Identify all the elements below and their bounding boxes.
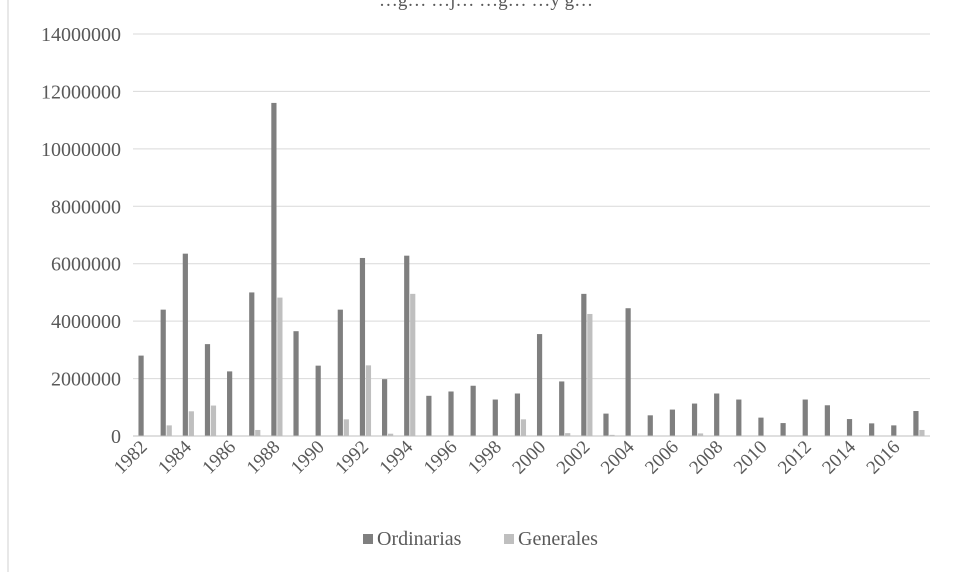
bar-ordinarias-2009 [736, 399, 742, 436]
bar-generales-1985 [210, 405, 217, 436]
bar-ordinarias-2002 [581, 293, 587, 436]
x-tick-label: 1994 [376, 436, 418, 478]
bar-ordinarias-2003 [603, 413, 609, 436]
legend-label-generales: Generales [518, 528, 598, 550]
bar-generales-2017 [919, 429, 925, 436]
x-tick-label: 2016 [863, 437, 905, 479]
bar-ordinarias-1983 [160, 309, 166, 436]
bar-ordinarias-1992 [359, 257, 366, 436]
x-tick-label: 2006 [641, 437, 683, 479]
x-tick-label: 2010 [730, 437, 772, 479]
bar-ordinarias-2010 [758, 417, 764, 436]
bar-ordinarias-1995 [426, 395, 432, 436]
bar-ordinarias-2012 [802, 399, 808, 436]
bar-ordinarias-2016 [891, 425, 897, 436]
legend: Ordinarias Generales [363, 528, 598, 550]
bar-ordinarias-1990 [315, 365, 321, 436]
bar-ordinarias-1991 [337, 309, 343, 436]
bar-ordinarias-1989 [293, 331, 299, 436]
bar-ordinarias-1982 [138, 355, 144, 436]
bar-ordinarias-1988 [271, 102, 277, 437]
bar-ordinarias-1987 [249, 292, 255, 436]
legend-swatch-generales [504, 534, 514, 544]
bar-ordinarias-2015 [869, 423, 875, 436]
x-tick-label: 1998 [464, 437, 506, 479]
bars [138, 102, 925, 437]
y-tick-label: 6000000 [51, 254, 121, 276]
bar-generales-1988 [277, 297, 283, 436]
y-tick-label: 12000000 [41, 81, 121, 103]
x-axis-ticks: 1982 1984 1986 1988 1990 1992 1994 1996 1998 2000… [110, 436, 904, 478]
y-tick-label: 0 [111, 426, 121, 448]
bar-ordinarias-2017 [913, 411, 919, 436]
legend-swatch-ordinarias [363, 534, 373, 544]
bar-ordinarias-2013 [824, 405, 830, 436]
y-tick-label: 2000000 [51, 369, 121, 391]
x-tick-label: 1992 [331, 437, 373, 479]
x-tick-label: 2000 [508, 437, 550, 479]
y-tick-label: 4000000 [51, 311, 121, 333]
bar-generales-1991 [343, 419, 349, 436]
bar-ordinarias-2006 [669, 409, 676, 436]
bar-generales-1993 [387, 433, 394, 436]
bar-ordinarias-2007 [691, 403, 698, 436]
bar-generales-1987 [255, 429, 261, 436]
bar-ordinarias-1985 [204, 344, 211, 436]
bar-ordinarias-1998 [492, 399, 498, 436]
legend-label-ordinarias: Ordinarias [377, 528, 462, 550]
bar-ordinarias-2004 [625, 308, 631, 436]
y-tick-label: 8000000 [51, 196, 121, 218]
x-tick-label: 2004 [597, 436, 639, 478]
bar-generales-2002 [587, 313, 593, 436]
bar-ordinarias-2001 [559, 381, 565, 436]
x-tick-label: 1986 [198, 437, 240, 479]
x-tick-label: 2002 [553, 437, 595, 479]
bar-ordinarias-2000 [536, 334, 543, 436]
bar-generales-1992 [365, 365, 372, 436]
bar-ordinarias-1993 [381, 379, 388, 436]
bar-ordinarias-2005 [647, 415, 653, 436]
x-tick-label: 1990 [287, 437, 329, 479]
grid-lines [133, 33, 930, 380]
bar-ordinarias-2014 [846, 419, 853, 436]
bar-ordinarias-2011 [780, 423, 786, 436]
bar-ordinarias-1994 [404, 255, 410, 436]
x-tick-label: 1996 [420, 437, 462, 479]
bar-ordinarias-1984 [182, 253, 188, 436]
x-tick-label: 1984 [154, 436, 196, 478]
x-tick-label: 1988 [243, 437, 285, 479]
bar-generales-1983 [166, 425, 172, 436]
bar-ordinarias-1986 [227, 371, 233, 436]
x-tick-label: 2008 [685, 437, 727, 479]
bar-generales-1984 [188, 411, 194, 436]
bar-generales-1994 [410, 293, 416, 436]
bar-ordinarias-1997 [470, 385, 476, 436]
y-tick-label: 10000000 [41, 139, 121, 161]
bar-ordinarias-1999 [514, 393, 521, 436]
bar-generales-2001 [565, 433, 571, 436]
chart-title: …g… …j… …g… …y g… [379, 0, 593, 11]
x-tick-label: 2014 [818, 436, 860, 478]
bar-ordinarias-1996 [448, 391, 454, 436]
y-axis-ticks: 0 2000000 4000000 6000000 8000000 10000000 120… [41, 24, 121, 448]
bar-ordinarias-2008 [714, 393, 720, 436]
y-tick-label: 14000000 [41, 24, 121, 46]
bar-generales-2003 [609, 434, 615, 436]
bar-generales-1999 [520, 419, 527, 436]
x-tick-label: 2012 [774, 437, 816, 479]
bar-generales-2007 [697, 433, 704, 436]
